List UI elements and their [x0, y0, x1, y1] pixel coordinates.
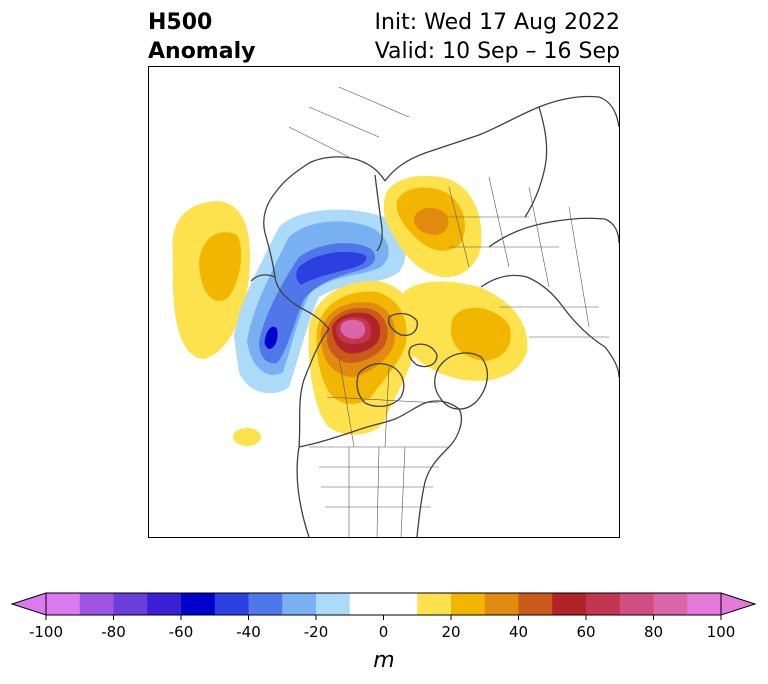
north-pacific-positive-anomaly — [172, 201, 251, 359]
colorbar-tick-label: 100 — [707, 623, 736, 641]
title-field-name: H500 — [148, 10, 213, 35]
colorbar-swatch — [147, 593, 182, 615]
colorbar-swatch — [687, 593, 722, 615]
colorbar-ticks: -100 -80 -60 -40 -20 0 20 40 60 80 100 — [29, 615, 735, 641]
colorbar-tick-label: -60 — [169, 623, 194, 641]
title-left: H500 Anomaly — [148, 8, 255, 66]
colorbar-tick-label: 0 — [379, 623, 389, 641]
colorbar-swatch — [586, 593, 621, 615]
colorbar: -100 -80 -60 -40 -20 0 20 40 60 80 100 m — [10, 592, 757, 673]
colorbar-swatches — [46, 593, 722, 615]
colorbar-over-triangle — [720, 592, 757, 616]
colorbar-swatch — [484, 593, 519, 615]
colorbar-tick-label: -100 — [29, 623, 63, 641]
colorbar-unit-label: m — [373, 648, 394, 673]
colorbar-swatch — [619, 593, 654, 615]
eastern-siberia-positive-anomaly — [383, 175, 482, 278]
alaska-western-canada-negative-anomaly — [234, 209, 406, 394]
init-date-label: Init: Wed 17 Aug 2022 — [374, 10, 620, 35]
europe-positive-anomaly — [399, 281, 528, 381]
colorbar-swatch — [552, 593, 587, 615]
colorbar-swatch — [653, 593, 688, 615]
colorbar-tick-label: 40 — [509, 623, 528, 641]
northern-canada-positive-anomaly — [308, 280, 418, 435]
colorbar-tick-label: 60 — [576, 623, 595, 641]
colorbar-tick-label: 80 — [644, 623, 663, 641]
pacific-small-positive-anomaly — [233, 428, 261, 446]
title-field-type: Anomaly — [148, 39, 256, 64]
colorbar-swatch — [248, 593, 283, 615]
colorbar-swatch — [79, 593, 114, 615]
map-canvas — [172, 86, 619, 537]
colorbar-tick-label: -40 — [236, 623, 261, 641]
title-right: Init: Wed 17 Aug 2022 Valid: 10 Sep – 16… — [375, 8, 620, 66]
colorbar-swatch — [282, 593, 317, 615]
colorbar-swatch — [349, 593, 418, 615]
colorbar-swatch — [316, 593, 351, 615]
anomaly-contours — [172, 175, 528, 446]
colorbar-swatch — [417, 593, 452, 615]
colorbar-swatch — [181, 593, 216, 615]
colorbar-tick-label: -80 — [101, 623, 126, 641]
colorbar-swatch — [113, 593, 148, 615]
colorbar-swatch — [451, 593, 486, 615]
colorbar-under-triangle — [10, 592, 47, 616]
colorbar-tick-label: -20 — [304, 623, 329, 641]
political-boundaries — [288, 86, 609, 537]
colorbar-swatch — [518, 593, 553, 615]
valid-range-label: Valid: 10 Sep – 16 Sep — [374, 39, 620, 64]
colorbar-tick-label: 20 — [441, 623, 460, 641]
colorbar-swatch — [214, 593, 249, 615]
colorbar-swatch — [46, 593, 81, 615]
anomaly-map — [148, 66, 620, 538]
